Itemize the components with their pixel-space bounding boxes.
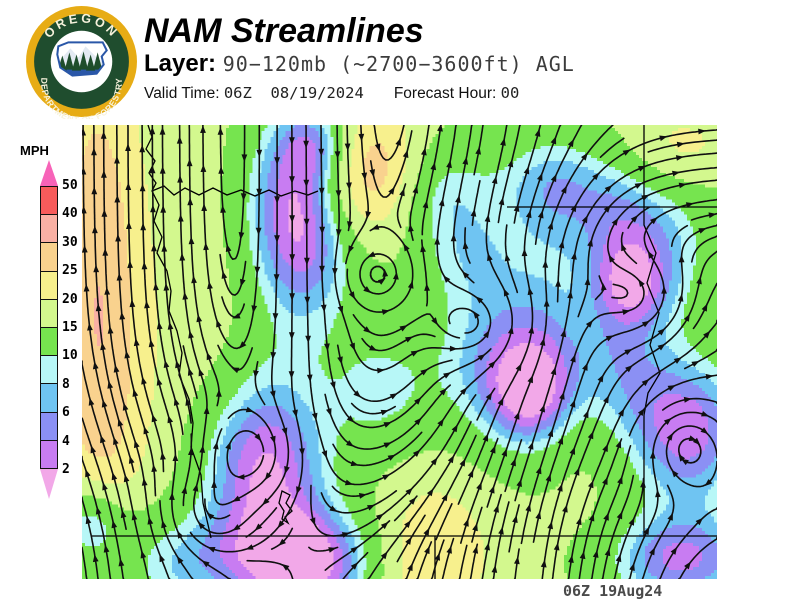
legend-label-50: 50 <box>62 178 78 193</box>
legend-segment-6 <box>41 355 57 384</box>
layer-label: Layer: <box>144 50 223 77</box>
legend-segment-8 <box>41 411 57 440</box>
odf-logo-svg: OREGON DEPARTMENT OF FORESTRY <box>26 6 137 125</box>
valid-time-label: Valid Time: <box>144 85 224 102</box>
legend-segment-0 <box>41 187 57 215</box>
logo-state-outline <box>56 41 108 77</box>
wind-speed-legend: MPH 50 40 30 25 20 15 10 8 6 4 2 <box>18 143 98 523</box>
forecast-hour-group: Forecast Hour: 00 <box>393 84 520 102</box>
streamline-map <box>82 125 717 579</box>
legend-segments <box>40 186 58 469</box>
border-klamath-lake <box>278 490 293 525</box>
legend-segment-3 <box>41 270 57 299</box>
legend-segment-9 <box>41 439 57 468</box>
legend-arrow-down <box>40 468 58 499</box>
odf-logo: OREGON DEPARTMENT OF FORESTRY <box>24 4 139 125</box>
streamline-arrowheads <box>82 125 717 573</box>
forecast-hour-label: Forecast Hour: <box>393 85 501 102</box>
header: NAM Streamlines Layer: 90−120mb (~2700−3… <box>144 12 575 103</box>
legend-segment-5 <box>41 326 57 356</box>
legend-label-15: 15 <box>62 320 78 335</box>
legend-label-6: 6 <box>62 405 70 421</box>
streamlines-overlay <box>82 125 717 579</box>
legend-label-10: 10 <box>62 348 78 364</box>
forecast-hour-value: 00 <box>500 84 520 102</box>
legend-label-20: 20 <box>62 291 78 307</box>
legend-title: MPH <box>20 143 49 158</box>
legend-segment-7 <box>41 383 57 412</box>
legend-segment-2 <box>41 242 57 271</box>
layer-line: Layer: 90−120mb (~2700−3600ft) AGL <box>144 51 575 80</box>
border-idaho-border <box>643 125 661 536</box>
logo-emblem-scene <box>57 46 107 76</box>
valid-time-value: 06Z 08/19/2024 <box>223 84 364 102</box>
legend-segment-1 <box>41 214 57 243</box>
legend-label-2: 2 <box>62 462 70 477</box>
page-title: NAM Streamlines <box>144 12 424 50</box>
legend-label-8: 8 <box>62 376 70 392</box>
border-coast <box>145 125 212 539</box>
time-line: Valid Time: 06Z 08/19/2024 Forecast Hour:… <box>144 84 575 103</box>
legend-label-25: 25 <box>62 263 78 279</box>
legend-arrow-up <box>40 160 58 186</box>
legend-color-bar <box>40 160 58 499</box>
legend-label-30: 30 <box>62 234 78 250</box>
legend-label-40: 40 <box>62 206 78 222</box>
border-columbia-river <box>151 185 319 197</box>
layer-value: 90−120mb (~2700−3600ft) AGL <box>222 52 575 76</box>
legend-segment-4 <box>41 298 57 327</box>
timestamp: 06Z 19Aug24 <box>563 582 663 600</box>
legend-label-4: 4 <box>62 433 70 449</box>
